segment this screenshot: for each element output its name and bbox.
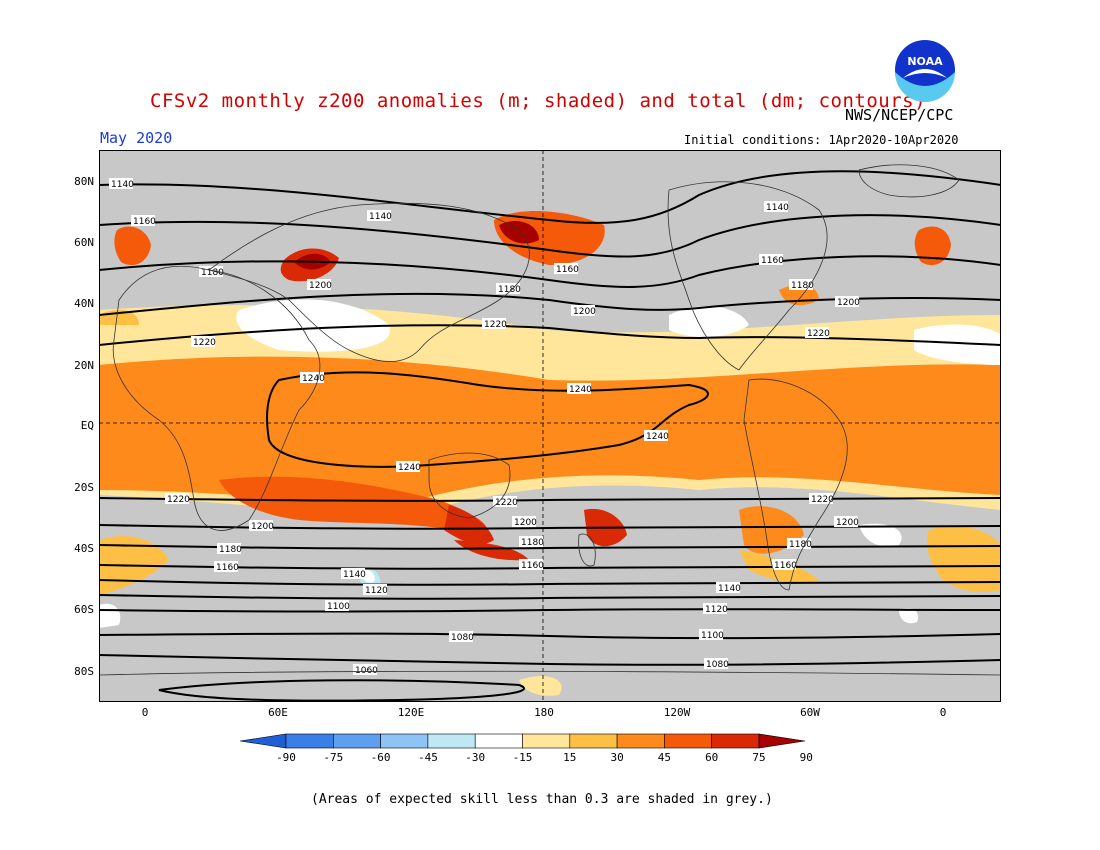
colorbar-cell xyxy=(333,733,381,749)
svg-text:1160: 1160 xyxy=(761,256,784,266)
colorbar-cells xyxy=(239,733,806,749)
contour-labels: 1140 1140 1140 1160 1160 1160 1180 1180 … xyxy=(109,178,860,676)
svg-text:1140: 1140 xyxy=(718,584,741,594)
svg-text:1080: 1080 xyxy=(451,633,474,643)
lat-tick-eq: EQ xyxy=(81,419,94,432)
lon-tick-60e: 60E xyxy=(268,706,288,719)
colorbar-label: -30 xyxy=(465,751,485,764)
colorbar-cell xyxy=(616,733,665,749)
svg-text:1180: 1180 xyxy=(521,538,544,548)
coastlines xyxy=(99,164,1001,676)
svg-text:1200: 1200 xyxy=(573,307,596,317)
svg-text:1180: 1180 xyxy=(789,540,812,550)
svg-text:1240: 1240 xyxy=(398,463,421,473)
lon-tick-60w: 60W xyxy=(800,706,820,719)
colorbar-cell xyxy=(239,733,287,749)
svg-text:1140: 1140 xyxy=(343,570,366,580)
svg-text:1180: 1180 xyxy=(791,281,814,291)
svg-text:1200: 1200 xyxy=(836,518,859,528)
svg-text:1160: 1160 xyxy=(774,561,797,571)
svg-text:1200: 1200 xyxy=(837,298,860,308)
colorbar-label: 45 xyxy=(658,751,671,764)
lon-tick-120w: 120W xyxy=(664,706,691,719)
svg-text:1180: 1180 xyxy=(219,545,242,555)
lon-tick-0-east: 0 xyxy=(940,706,947,719)
svg-text:1120: 1120 xyxy=(705,605,728,615)
lat-tick-80n: 80N xyxy=(74,175,94,188)
svg-text:1160: 1160 xyxy=(556,265,579,275)
svg-text:1220: 1220 xyxy=(484,320,507,330)
lat-tick-80s: 80S xyxy=(74,665,94,678)
svg-text:1220: 1220 xyxy=(807,329,830,339)
colorbar-cell xyxy=(758,733,806,749)
svg-text:1220: 1220 xyxy=(811,495,834,505)
svg-text:1240: 1240 xyxy=(569,385,592,395)
svg-text:1120: 1120 xyxy=(365,586,388,596)
colorbar-cell xyxy=(664,733,712,749)
noaa-logo-icon: NOAA xyxy=(895,40,955,102)
svg-text:1200: 1200 xyxy=(309,281,332,291)
colorbar-cell xyxy=(285,733,334,749)
svg-text:1060: 1060 xyxy=(355,666,378,676)
svg-text:1160: 1160 xyxy=(216,563,239,573)
valid-month-label: May 2020 xyxy=(100,129,173,147)
colorbar-label: -90 xyxy=(276,751,296,764)
lat-tick-60s: 60S xyxy=(74,603,94,616)
lon-tick-120e: 120E xyxy=(398,706,425,719)
colorbar-label: -45 xyxy=(418,751,438,764)
colorbar-labels: -90 -75 -60 -45 -30 -15 15 30 45 60 75 90 xyxy=(276,751,813,764)
colorbar-cell xyxy=(427,733,476,749)
svg-text:1140: 1140 xyxy=(111,180,134,190)
colorbar-cell xyxy=(380,733,429,749)
colorbar-cell xyxy=(711,733,760,749)
anomaly-shading xyxy=(99,210,1001,696)
lat-tick-20s: 20S xyxy=(74,481,94,494)
colorbar-label: 15 xyxy=(563,751,576,764)
colorbar-label: 30 xyxy=(610,751,623,764)
svg-text:1200: 1200 xyxy=(514,518,537,528)
agency-label: NWS/NCEP/CPC xyxy=(845,106,954,124)
colorbar-cell xyxy=(569,733,618,749)
z200-anomaly-map: 1140 1140 1140 1160 1160 1160 1180 1180 … xyxy=(99,150,1001,702)
latitude-axis: 80N 60N 40N 20N EQ 20S 40S 60S 80S xyxy=(74,175,94,678)
lat-tick-60n: 60N xyxy=(74,236,94,249)
colorbar-label: -75 xyxy=(323,751,343,764)
svg-text:1160: 1160 xyxy=(521,561,544,571)
lon-tick-0: 0 xyxy=(142,706,149,719)
svg-text:1240: 1240 xyxy=(302,374,325,384)
colorbar-label: 75 xyxy=(752,751,765,764)
svg-text:1240: 1240 xyxy=(646,432,669,442)
svg-text:1100: 1100 xyxy=(327,602,350,612)
colorbar-cell xyxy=(522,733,571,749)
lon-tick-180: 180 xyxy=(534,706,554,719)
initial-conditions-label: Initial conditions: 1Apr2020-10Apr2020 xyxy=(684,133,959,147)
skill-footnote: (Areas of expected skill less than 0.3 a… xyxy=(311,792,773,807)
svg-text:1140: 1140 xyxy=(369,212,392,222)
svg-text:1100: 1100 xyxy=(701,631,724,641)
lat-tick-40s: 40S xyxy=(74,542,94,555)
svg-text:1220: 1220 xyxy=(167,495,190,505)
colorbar-label: -60 xyxy=(371,751,391,764)
chart-title: CFSv2 monthly z200 anomalies (m; shaded)… xyxy=(150,90,927,112)
svg-text:1220: 1220 xyxy=(193,338,216,348)
colorbar-label: -15 xyxy=(513,751,533,764)
colorbar-label: 90 xyxy=(800,751,813,764)
colorbar: -90 -75 -60 -45 -30 -15 15 30 45 60 75 90 xyxy=(239,733,813,764)
colorbar-cell xyxy=(474,733,523,749)
svg-text:1200: 1200 xyxy=(251,522,274,532)
svg-text:1160: 1160 xyxy=(133,217,156,227)
longitude-axis: 0 60E 120E 180 120W 60W 0 xyxy=(142,706,947,719)
svg-text:1180: 1180 xyxy=(201,268,224,278)
svg-text:1180: 1180 xyxy=(498,285,521,295)
lat-tick-40n: 40N xyxy=(74,297,94,310)
lat-tick-20n: 20N xyxy=(74,359,94,372)
map-frame xyxy=(99,150,1001,702)
height-contours xyxy=(99,170,1001,702)
svg-text:NOAA: NOAA xyxy=(907,55,943,68)
svg-text:1080: 1080 xyxy=(706,660,729,670)
svg-text:1220: 1220 xyxy=(495,498,518,508)
colorbar-label: 60 xyxy=(705,751,718,764)
svg-text:1140: 1140 xyxy=(766,203,789,213)
